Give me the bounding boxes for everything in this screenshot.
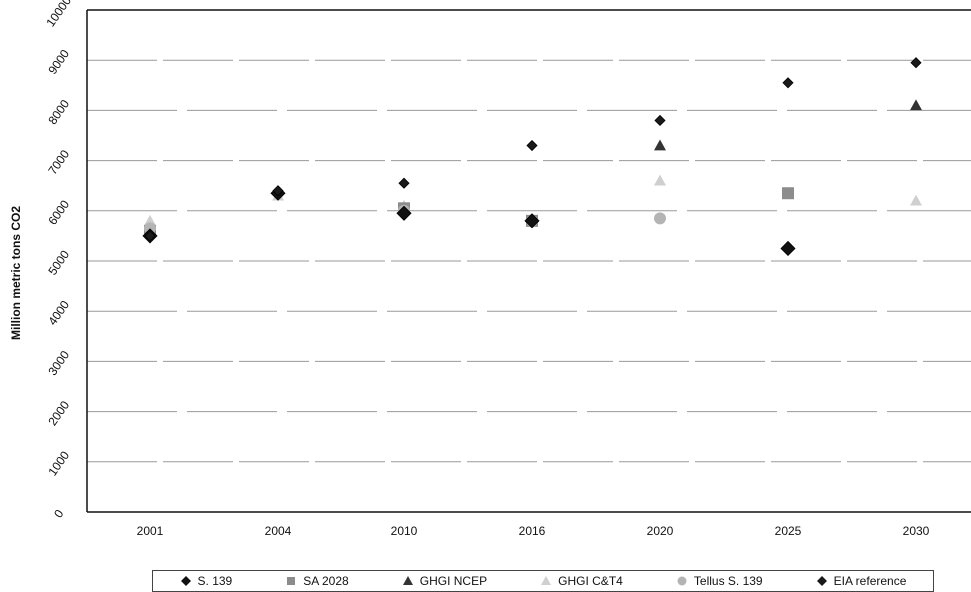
chart-legend: S. 139 SA 2028 GHGI NCEP GHGI C&T4 Tellus S.… (152, 570, 934, 592)
data-point (910, 57, 922, 69)
x-tick-label: 2010 (391, 524, 418, 538)
data-point (782, 77, 794, 89)
legend-label: Tellus S. 139 (693, 574, 763, 588)
data-point (654, 212, 666, 225)
data-point (272, 185, 284, 197)
data-point (144, 230, 156, 242)
y-axis-label: Million metric tons CO2 (9, 206, 23, 340)
legend-label: GHGI C&T4 (558, 574, 623, 588)
legend-item: GHGI NCEP (402, 574, 487, 588)
x-tick-label: 2001 (137, 524, 164, 538)
legend-marker-icon (402, 576, 413, 585)
x-tick-label: 2025 (775, 524, 802, 538)
data-point (524, 213, 540, 229)
legend-marker-icon (287, 577, 296, 585)
legend-label: EIA reference (833, 574, 907, 588)
legend-marker-icon (677, 576, 687, 586)
data-point (398, 177, 410, 189)
x-tick-label: 2030 (903, 524, 930, 538)
legend-label: SA 2028 (303, 574, 349, 588)
x-tick-label: 2020 (647, 524, 674, 538)
legend-item: Tellus S. 139 (676, 574, 763, 588)
legend-marker-icon (816, 576, 827, 586)
data-point (780, 240, 796, 257)
data-point (654, 174, 666, 186)
x-tick-label: 2004 (265, 524, 292, 538)
data-point (654, 139, 666, 151)
legend-item: SA 2028 (285, 574, 349, 588)
legend-marker-icon (541, 576, 552, 585)
data-point (910, 99, 922, 111)
legend-label: S. 139 (197, 574, 233, 588)
data-point (396, 205, 412, 221)
data-point (144, 214, 156, 226)
legend-item: EIA reference (816, 574, 907, 588)
x-tick-label: 2016 (519, 524, 546, 538)
data-point (526, 139, 538, 152)
legend-item: GHGI C&T4 (540, 574, 623, 588)
legend-item: S. 139 (180, 574, 233, 588)
data-point (910, 194, 922, 206)
data-point (782, 187, 794, 200)
legend-label: GHGI NCEP (419, 574, 488, 588)
legend-marker-icon (180, 576, 191, 586)
data-point (654, 114, 666, 127)
